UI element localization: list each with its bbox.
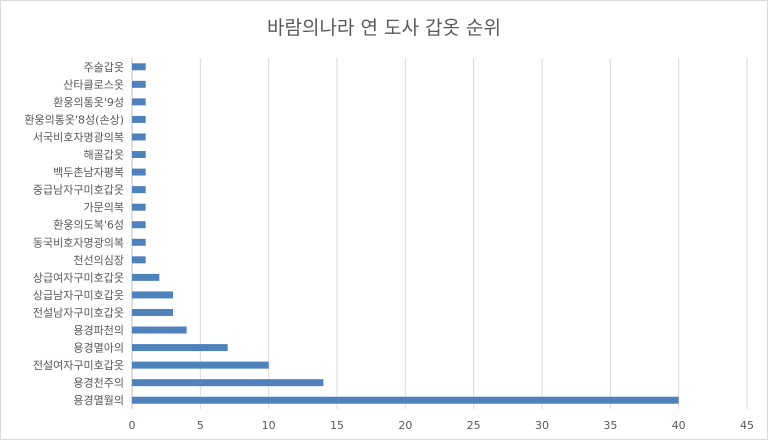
category-label: 상급남자구미호갑옷 <box>33 289 124 302</box>
x-tick-label: 5 <box>197 419 204 432</box>
x-tick-label: 25 <box>467 419 481 432</box>
bar <box>132 273 160 281</box>
category-label: 환웅의도복'6성 <box>53 219 124 232</box>
category-label: 백두촌남자평복 <box>53 166 124 179</box>
category-labels: 용경멸월의 용경천주의 전설여자구미호갑옷 용경멸아의 용경파천의 전설남자구미호갑옷 상급… <box>24 61 124 407</box>
category-label: 상급여자구미호갑옷 <box>33 271 124 284</box>
category-label: 서국비호자명광의복 <box>33 131 124 144</box>
bar <box>132 326 187 334</box>
category-label: 해골갑옷 <box>84 148 124 162</box>
bar <box>132 396 679 404</box>
x-tick-labels: 0 5 10 15 20 25 30 35 40 45 <box>129 419 755 432</box>
category-label: 전설여자구미호갑옷 <box>33 359 124 372</box>
bar <box>132 80 146 88</box>
x-tick-label: 15 <box>330 419 344 432</box>
bar <box>132 133 146 141</box>
category-label: 전설남자구미호갑옷 <box>33 306 124 319</box>
category-label: 가문의복 <box>84 201 124 214</box>
category-label: 용경천주의 <box>73 376 124 390</box>
category-label: 용경멸아의 <box>73 342 124 355</box>
bar <box>132 203 146 211</box>
category-label: 용경멸월의 <box>73 394 124 407</box>
category-label: 중급남자구미호갑옷 <box>33 184 124 197</box>
category-label: 산타클로스옷 <box>63 78 124 91</box>
x-tick-label: 20 <box>398 419 412 432</box>
category-label: 천선의심장 <box>73 253 124 267</box>
chart-title: 바람의나라 연 도사 갑옷 순위 <box>267 17 501 39</box>
bar <box>132 308 173 316</box>
category-label: 환웅의통옷'8성(손상) <box>24 113 124 126</box>
category-label: 환웅의통옷'9성 <box>53 96 124 109</box>
bars <box>132 63 679 404</box>
category-label: 주술갑옷 <box>84 61 124 74</box>
bar <box>132 151 146 159</box>
bar <box>132 291 173 299</box>
bar <box>132 168 146 176</box>
bar <box>132 186 146 194</box>
x-tick-label: 10 <box>262 419 276 432</box>
category-label: 용경파천의 <box>73 323 124 337</box>
bar <box>132 256 146 264</box>
x-tick-label: 30 <box>535 419 549 432</box>
bar <box>132 361 269 369</box>
x-tick-label: 0 <box>129 419 136 432</box>
bar <box>132 238 146 246</box>
x-tick-label: 35 <box>603 419 617 432</box>
category-label: 동국비호자명광의복 <box>33 236 124 249</box>
bar <box>132 98 146 106</box>
x-tick-label: 45 <box>740 419 754 432</box>
bar <box>132 115 146 123</box>
gridlines <box>131 58 748 409</box>
bar <box>132 344 228 352</box>
x-tick-label: 40 <box>672 419 686 432</box>
bar <box>132 63 146 71</box>
bar <box>132 379 324 387</box>
bar <box>132 221 146 229</box>
